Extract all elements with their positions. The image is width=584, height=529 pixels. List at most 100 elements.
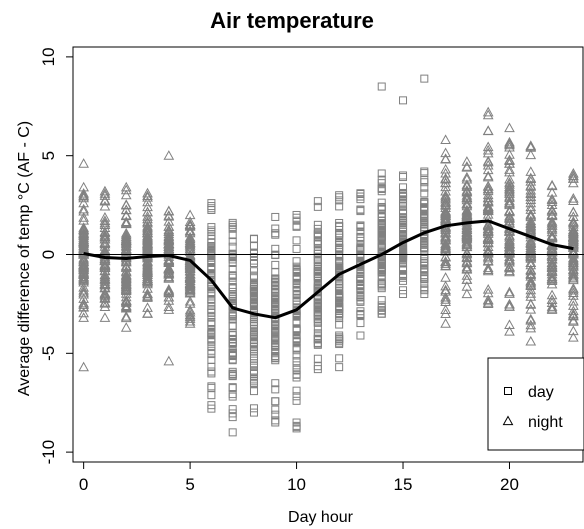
data-point-triangle (568, 261, 579, 271)
hour-column-2 (120, 181, 132, 332)
data-point-triangle (184, 309, 196, 320)
data-point-square (249, 300, 258, 309)
data-point-triangle (504, 234, 515, 245)
data-point-triangle (525, 149, 537, 160)
data-point-triangle (525, 225, 537, 236)
data-point-triangle (546, 278, 558, 289)
data-point-square (249, 404, 258, 413)
data-point-triangle (482, 219, 494, 230)
data-point-triangle (568, 290, 579, 300)
data-point-triangle (568, 300, 579, 310)
data-point-triangle (142, 232, 153, 243)
data-point-triangle (440, 280, 451, 291)
data-point-square (377, 82, 386, 91)
data-point-triangle (525, 299, 537, 309)
data-point-square (420, 271, 429, 280)
data-point-square (356, 319, 365, 328)
data-point-triangle (568, 287, 579, 298)
data-point-triangle (525, 215, 537, 226)
data-point-square (292, 326, 301, 335)
data-point-square (313, 314, 322, 323)
data-point-square (207, 206, 216, 215)
data-point-square (420, 189, 429, 198)
data-point-triangle (142, 273, 153, 284)
data-point-triangle (504, 262, 515, 273)
data-point-triangle (120, 273, 132, 284)
data-point-triangle (78, 243, 89, 254)
data-point-triangle (546, 206, 558, 216)
data-point-triangle (163, 267, 175, 278)
data-point-triangle (120, 322, 132, 332)
data-point-triangle (568, 237, 579, 248)
x-tick-label: 15 (394, 475, 413, 494)
data-point-triangle (525, 208, 537, 219)
data-point-triangle (163, 291, 175, 302)
data-point-square (335, 231, 344, 240)
data-point-triangle (163, 150, 175, 160)
data-point-triangle (78, 361, 89, 372)
data-point-triangle (78, 205, 89, 216)
data-point-triangle (525, 197, 537, 208)
data-point-square (313, 273, 322, 282)
data-point-square (399, 276, 408, 285)
data-point-triangle (482, 297, 494, 307)
data-point-triangle (120, 239, 132, 250)
data-point-triangle (568, 269, 579, 279)
data-point-square (228, 287, 237, 296)
data-point-triangle (142, 307, 153, 318)
data-point-triangle (546, 217, 558, 228)
data-point-square (228, 251, 237, 260)
data-point-triangle (184, 311, 196, 321)
data-point-square (335, 191, 344, 200)
data-point-square (292, 396, 301, 405)
data-point-triangle (461, 171, 473, 182)
data-point-triangle (568, 270, 579, 281)
data-point-square (420, 223, 429, 232)
data-point-triangle (99, 312, 111, 322)
data-point-triangle (504, 241, 515, 252)
data-point-square (356, 331, 365, 340)
data-point-square (228, 337, 237, 346)
data-point-square (249, 286, 258, 295)
data-point-square (399, 248, 408, 257)
y-tick-label: -5 (39, 346, 58, 361)
data-point-square (228, 231, 237, 240)
data-point-triangle (504, 254, 515, 264)
data-point-square (207, 295, 216, 304)
data-point-triangle (184, 233, 196, 244)
data-point-triangle (482, 109, 494, 120)
data-point-triangle (525, 322, 537, 333)
data-point-square (313, 354, 322, 363)
data-point-triangle (568, 232, 579, 242)
data-point-triangle (99, 190, 111, 200)
data-point-triangle (184, 221, 196, 231)
data-point-triangle (78, 287, 89, 297)
data-point-triangle (461, 281, 473, 291)
data-point-triangle (461, 231, 473, 242)
data-point-triangle (525, 188, 537, 199)
data-point-square (228, 356, 237, 365)
hour-column-0 (78, 158, 89, 372)
data-point-triangle (99, 291, 111, 302)
data-point-triangle (482, 147, 494, 158)
data-point-square (335, 202, 344, 211)
data-point-triangle (525, 276, 537, 286)
data-point-triangle (482, 200, 494, 211)
data-point-triangle (99, 200, 111, 211)
data-point-triangle (482, 202, 494, 213)
data-point-triangle (461, 228, 473, 239)
data-point-triangle (525, 257, 537, 267)
data-point-square (249, 234, 258, 243)
data-point-square (377, 296, 386, 305)
data-point-square (313, 365, 322, 374)
x-axis-title: Day hour (288, 509, 354, 526)
data-point-triangle (504, 298, 515, 309)
data-point-triangle (99, 259, 111, 270)
data-point-triangle (525, 279, 537, 289)
data-point-triangle (546, 272, 558, 283)
data-point-triangle (184, 284, 196, 295)
data-point-triangle (440, 202, 451, 212)
data-point-triangle (461, 264, 473, 274)
data-point-square (399, 252, 408, 261)
data-point-square (335, 238, 344, 247)
